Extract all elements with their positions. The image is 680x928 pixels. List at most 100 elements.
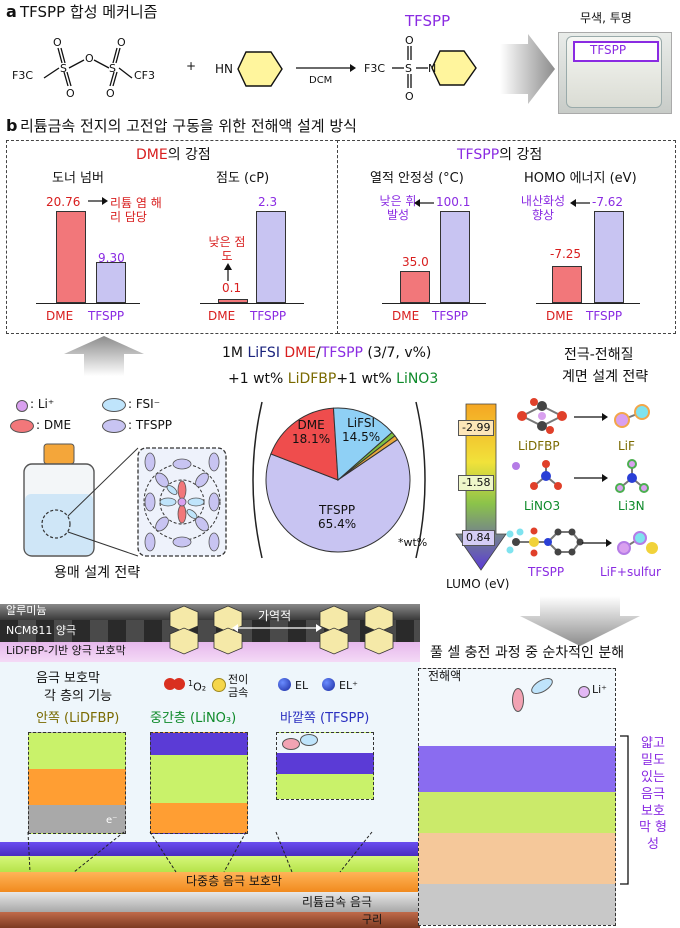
- amine-label: HN: [215, 62, 233, 76]
- reactant1-cf3-label: CF3: [134, 69, 156, 82]
- outer-layer-title: 바깥쪽 (TFSPP): [280, 711, 370, 726]
- section-a-title: TFSPP 합성 메커니즘: [20, 3, 158, 21]
- section-b-letter: b: [6, 116, 18, 135]
- pie-slice-dme: [270, 407, 339, 481]
- svg-text:O: O: [405, 34, 414, 47]
- full-cell-title: 풀 셀 충전 과정 중 순차적인 분해: [430, 645, 625, 661]
- svg-text:O: O: [53, 36, 62, 49]
- sei-function-title-1: 음극 보호막: [36, 671, 100, 686]
- lumo-value-1: -2.99: [458, 420, 495, 436]
- piperidine-structure: [237, 51, 283, 87]
- donor-x-dme: DME: [46, 309, 74, 323]
- interface-row1-left: LiDFBP: [518, 439, 560, 453]
- svg-text:S: S: [109, 62, 116, 75]
- viscosity-dme-value: 0.1: [222, 281, 242, 295]
- pie-brackets: [252, 401, 426, 559]
- viscosity-note-arrow: [224, 263, 232, 281]
- pie-slice-tfspp: [265, 438, 411, 553]
- svg-text:O: O: [405, 90, 414, 103]
- viscosity-tfspp-bar: [256, 211, 286, 303]
- donor-dme-value: 20.76: [46, 195, 81, 209]
- section-a-letter: a: [6, 2, 17, 21]
- svg-text:N: N: [428, 62, 436, 75]
- lumo-value-3: 0.84: [462, 530, 495, 546]
- electrolyte-label: 전해액: [428, 669, 462, 683]
- upward-gray-arrow: [64, 336, 144, 376]
- homo-x-tfspp: TFSPP: [586, 309, 623, 323]
- donor-dme-bar: [56, 211, 86, 303]
- legend-tfspp-swatch: [102, 419, 126, 433]
- aluminum-label: 알루미늄: [6, 604, 47, 617]
- ncm-layer: [0, 620, 420, 642]
- thermal-x-dme: DME: [392, 309, 420, 323]
- homo-label: HOMO 에너지 (eV): [524, 171, 637, 186]
- homo-tfspp-bar: [594, 211, 624, 303]
- legend-dme-label: : DME: [36, 418, 72, 432]
- pie-tfspp-label: TFSPP 65.4%: [318, 503, 357, 532]
- interface-title-2: 계면 설계 전략: [562, 369, 649, 385]
- vial-label-text: TFSPP: [590, 43, 627, 57]
- lithium-metal-layer: [0, 892, 420, 912]
- homo-tfspp-value: -7.62: [592, 195, 624, 209]
- singlet-oxygen-icon: [164, 678, 186, 690]
- lithium-metal-label: 리튬금속 음극: [302, 895, 373, 909]
- li-plus-label: Li⁺: [592, 683, 607, 696]
- pie-dme-label: DME 18.1%: [292, 418, 331, 447]
- outer-layer-card: [276, 732, 374, 800]
- transition-metal-label: 전이 금속: [228, 673, 249, 699]
- interface-title-1: 전극-전해질: [564, 347, 634, 363]
- tfspp-structure: S O O N: [392, 34, 477, 103]
- sei-function-title-2: 각 층의 기능: [44, 689, 113, 704]
- inner-layer-card: [28, 732, 126, 834]
- thermal-tfspp-value: 100.1: [436, 195, 471, 209]
- donor-note-arrow: [88, 197, 108, 205]
- legend-li-swatch: [16, 400, 28, 412]
- vial-caption: 무색, 투명: [580, 11, 632, 25]
- viscosity-tfspp-value: 2.3: [258, 195, 278, 209]
- product-title: TFSPP: [405, 12, 451, 30]
- viscosity-label: 점도 (cP): [216, 171, 270, 186]
- interface-arrow-1: [574, 413, 608, 421]
- donor-note: 리튬 염 해리 담당: [110, 196, 162, 225]
- reactant1-f3c-label: F3C: [12, 69, 34, 82]
- thermal-note: 낮은 휘발성: [379, 194, 417, 223]
- wt-note: *wt%: [398, 536, 428, 549]
- cathode-particles: [169, 605, 394, 655]
- inner-layer-title: 안쪽 (LiDFBP): [36, 711, 120, 726]
- vial-label-box: [573, 41, 659, 62]
- electrolyte-line2: +1 wt% LiDFBP+1 wt% LiNO3: [228, 371, 439, 387]
- ncm-label: NCM811 양극: [6, 624, 77, 637]
- sei-purple-layer: [0, 842, 420, 856]
- interface-arrow-2: [574, 474, 608, 482]
- li-ion-dot: [512, 462, 520, 470]
- li-plus-icon: [578, 686, 590, 698]
- dme-strength-title: DME의 강점: [136, 147, 211, 163]
- svg-text:O: O: [66, 87, 75, 100]
- interface-row2-right: Li3N: [618, 499, 645, 513]
- middle-layer-card: [150, 732, 248, 834]
- legend-li-label: : Li⁺: [30, 397, 55, 411]
- thermal-dme-value: 35.0: [402, 255, 429, 269]
- sei-orange-layer: [0, 872, 420, 892]
- el-plus-icon: [322, 678, 335, 691]
- thermal-note-arrow: [414, 199, 434, 207]
- tfspp-strength-box: [337, 140, 676, 334]
- donor-number-label: 도너 넘버: [52, 171, 104, 186]
- el-plus-label: EL⁺: [339, 679, 358, 692]
- viscosity-dme-bar: [218, 299, 248, 303]
- interface-row2-left: LiNO3: [524, 499, 561, 513]
- legend-tfspp-label: : TFSPP: [128, 418, 172, 432]
- thermal-dme-bar: [400, 270, 430, 303]
- homo-dme-bar: [552, 265, 582, 303]
- thermal-tfspp-bar: [440, 211, 470, 303]
- singlet-oxygen-label: 1O₂: [188, 679, 207, 694]
- curved-gray-arrow: [520, 596, 640, 646]
- copper-layer: [0, 912, 420, 928]
- middle-layer-title: 중간층 (LiNO₃): [150, 711, 237, 726]
- donor-tfspp-bar: [96, 261, 126, 303]
- thermal-x-tfspp: TFSPP: [432, 309, 469, 323]
- thermal-axis: [382, 303, 486, 305]
- zoom-funnel-lines: [27, 831, 373, 873]
- svg-text:S: S: [60, 62, 67, 75]
- viscosity-x-dme: DME: [208, 309, 236, 323]
